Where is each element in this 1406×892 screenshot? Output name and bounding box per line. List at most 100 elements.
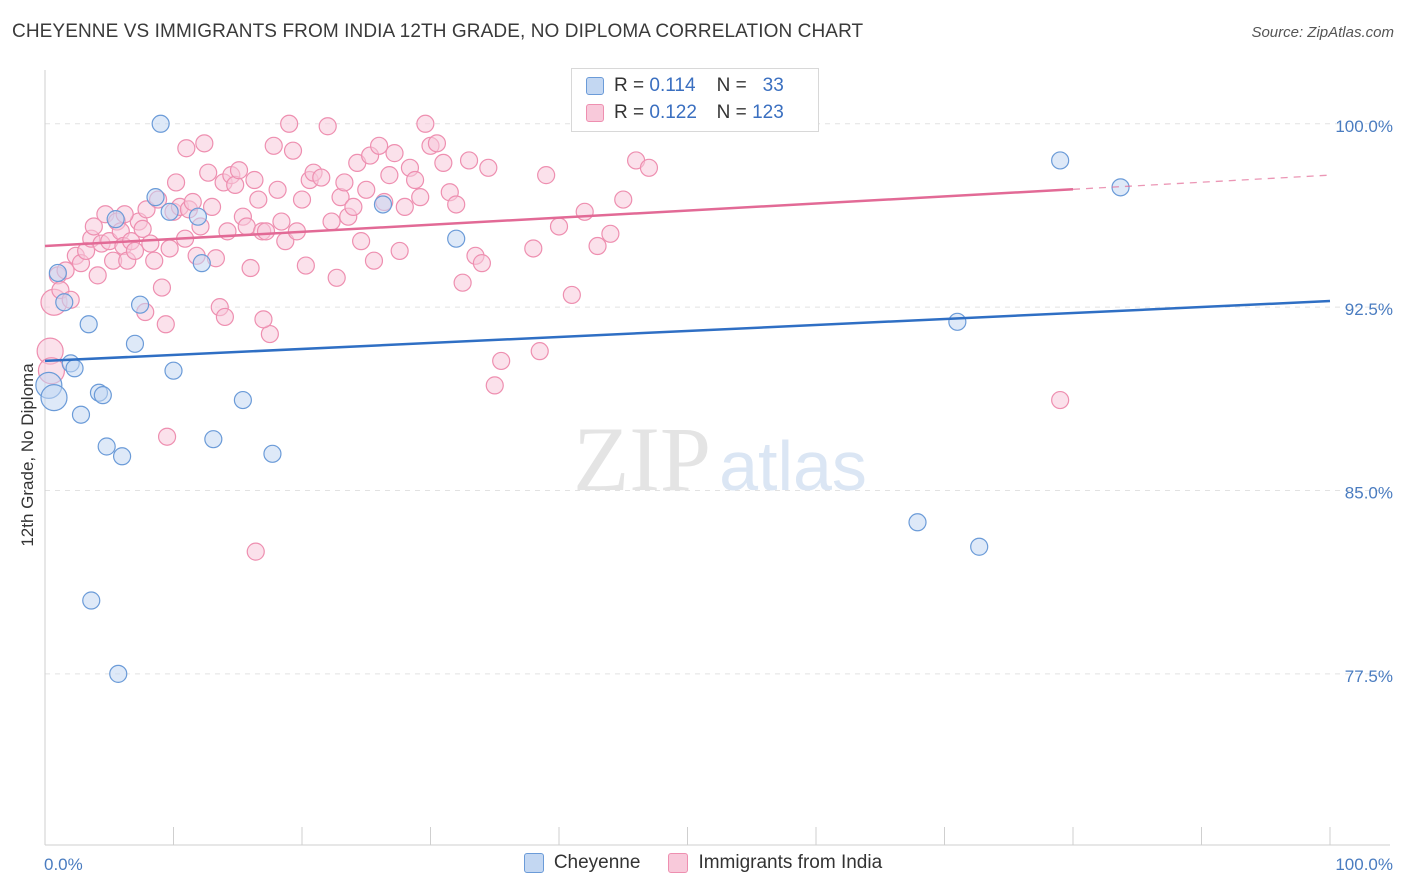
data-point xyxy=(344,197,363,217)
data-point xyxy=(1051,151,1070,170)
data-point xyxy=(241,258,260,278)
correlation-legend: R = 0.114 N = 33 R = 0.122 N = 123 xyxy=(571,68,819,132)
data-point xyxy=(192,254,211,273)
data-point xyxy=(447,229,466,248)
data-point xyxy=(157,427,177,446)
data-point xyxy=(82,591,101,610)
data-point xyxy=(141,234,160,253)
data-point xyxy=(215,307,234,327)
legend-item-cheyenne: Cheyenne xyxy=(523,852,641,874)
data-point xyxy=(537,166,556,185)
x-tick-label: 100.0% xyxy=(1335,855,1393,874)
data-point xyxy=(166,173,186,192)
data-point xyxy=(601,224,620,243)
legend-swatch-india xyxy=(586,104,604,122)
data-point xyxy=(151,114,170,133)
data-point xyxy=(137,200,156,219)
data-point xyxy=(204,430,223,449)
data-point xyxy=(109,664,128,683)
data-point xyxy=(112,447,132,466)
data-point xyxy=(352,232,371,251)
trend-line xyxy=(44,299,1331,363)
data-point xyxy=(335,173,354,192)
data-point xyxy=(322,212,341,231)
data-point xyxy=(245,170,264,190)
data-point xyxy=(447,195,466,214)
legend-swatch-cheyenne xyxy=(586,77,604,95)
data-point xyxy=(125,334,145,353)
data-point xyxy=(312,168,331,187)
legend-r-value: 0.122 xyxy=(649,102,697,123)
data-point xyxy=(370,136,389,155)
data-point xyxy=(195,134,214,153)
y-tick-label: 77.5% xyxy=(1345,667,1393,686)
data-point xyxy=(373,195,393,214)
data-point xyxy=(485,376,504,395)
data-point xyxy=(106,210,125,229)
legend-n-value: 123 xyxy=(752,102,784,123)
data-point xyxy=(479,158,498,177)
y-tick-label: 100.0% xyxy=(1335,117,1393,136)
chart-source: Source: ZipAtlas.com xyxy=(1251,24,1394,41)
data-point xyxy=(264,136,283,155)
legend-r-label: R = xyxy=(614,75,645,96)
data-point xyxy=(385,144,404,163)
legend-label-cheyenne: Cheyenne xyxy=(553,852,641,873)
data-point xyxy=(146,188,165,207)
legend-r-value: 0.114 xyxy=(649,75,696,96)
y-axis-label: 12th Grade, No Diploma xyxy=(18,363,37,547)
data-point xyxy=(79,315,98,334)
data-point xyxy=(160,202,179,221)
data-point xyxy=(133,219,152,239)
data-point xyxy=(1051,390,1070,410)
data-point xyxy=(948,312,967,331)
data-point xyxy=(229,161,249,180)
data-point xyxy=(492,351,511,371)
data-point xyxy=(411,188,430,207)
axes xyxy=(44,70,1390,846)
legend-n-value: 33 xyxy=(762,75,784,96)
data-point xyxy=(177,139,196,158)
data-point xyxy=(416,114,435,133)
legend-n-label: N = xyxy=(716,102,747,123)
data-point xyxy=(164,361,183,380)
data-point xyxy=(562,285,581,305)
gridlines xyxy=(45,123,1390,675)
series-legend: Cheyenne Immigrants from India xyxy=(0,852,1406,874)
data-point xyxy=(614,190,633,209)
trend-lines xyxy=(44,174,1331,363)
chart-title: CHEYENNE VS IMMIGRANTS FROM INDIA 12TH G… xyxy=(12,21,864,42)
legend-item-india: Immigrants from India xyxy=(668,852,882,874)
legend-row-cheyenne: R = 0.114 N = 33 xyxy=(586,73,784,99)
data-point xyxy=(97,437,116,456)
data-point xyxy=(88,266,107,285)
data-point xyxy=(268,180,287,199)
legend-label-india: Immigrants from India xyxy=(698,852,883,873)
data-point xyxy=(524,239,543,258)
series-immigrants-from-india xyxy=(36,114,1070,561)
data-point xyxy=(639,158,659,177)
x-tick-labels: 0.0% 100.0% xyxy=(44,855,1393,874)
data-point xyxy=(93,386,112,405)
data-point xyxy=(427,134,447,153)
x-tick-label: 0.0% xyxy=(44,855,83,874)
legend-swatch-cheyenne xyxy=(523,853,544,873)
trend-line xyxy=(44,188,1074,248)
data-point xyxy=(40,384,68,412)
data-point xyxy=(237,217,256,236)
legend-n-label: N = xyxy=(716,75,747,96)
data-point xyxy=(55,293,74,312)
data-point xyxy=(256,222,276,241)
legend-row-india: R = 0.122 N = 123 xyxy=(586,100,784,126)
watermark: ZIP atlas xyxy=(573,408,867,510)
data-point xyxy=(48,263,67,283)
data-point xyxy=(145,251,164,270)
series-cheyenne xyxy=(35,114,1130,683)
data-point xyxy=(152,278,172,297)
y-tick-label: 92.5% xyxy=(1345,300,1393,319)
data-point xyxy=(296,256,315,275)
data-point xyxy=(84,217,103,236)
data-point xyxy=(199,163,218,182)
data-point xyxy=(364,251,384,270)
